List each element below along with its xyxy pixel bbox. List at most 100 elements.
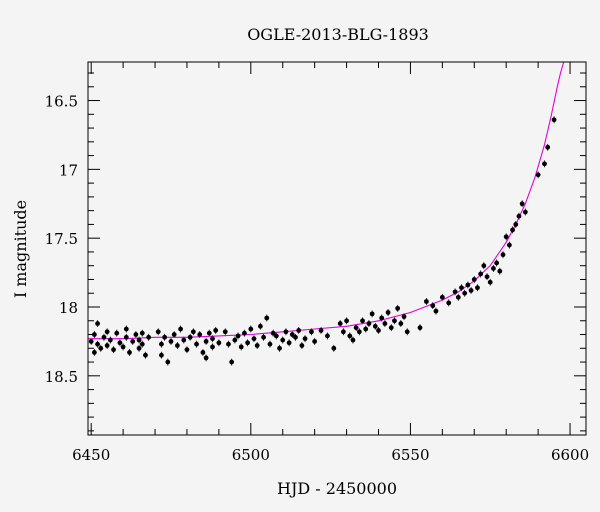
data-point	[309, 329, 314, 335]
data-point	[522, 209, 528, 215]
data-point	[484, 274, 490, 280]
data-point	[337, 321, 343, 326]
data-point	[210, 344, 215, 350]
data-point	[366, 321, 372, 326]
data-point	[165, 359, 171, 365]
data-point	[296, 327, 302, 333]
data-point	[206, 330, 212, 336]
data-point	[350, 337, 356, 343]
data-point	[146, 334, 152, 340]
data-point	[363, 326, 369, 332]
data-point	[159, 352, 164, 358]
data-point	[168, 339, 174, 344]
data-point	[235, 333, 241, 339]
y-tick-label: 17	[59, 161, 78, 179]
data-point	[229, 359, 235, 365]
data-point	[264, 315, 270, 321]
data-point	[503, 234, 509, 240]
data-point	[353, 325, 359, 331]
data-point	[254, 343, 260, 348]
data-point	[242, 330, 247, 336]
data-point	[481, 263, 487, 269]
data-point	[545, 144, 551, 150]
x-tick-label: 6600	[551, 446, 589, 464]
data-point	[95, 321, 100, 326]
data-point	[423, 299, 429, 304]
data-point	[91, 350, 97, 355]
data-point	[462, 290, 468, 296]
data-point	[194, 341, 199, 347]
data-point	[130, 339, 136, 344]
data-point	[318, 327, 324, 333]
data-point	[494, 260, 500, 266]
data-point	[101, 334, 107, 340]
data-point	[283, 329, 289, 335]
data-point	[111, 347, 116, 353]
data-point	[171, 332, 177, 337]
x-axis-label: HJD - 2450000	[277, 479, 397, 498]
data-point	[433, 308, 439, 314]
data-point	[325, 333, 330, 339]
data-point	[459, 285, 464, 291]
data-point	[551, 117, 557, 123]
data-point	[404, 329, 410, 335]
data-point	[500, 252, 506, 258]
data-point	[184, 347, 190, 353]
data-point	[190, 329, 196, 335]
data-point	[439, 294, 445, 300]
data-point	[267, 341, 273, 347]
data-point	[197, 332, 203, 337]
data-point	[417, 325, 423, 331]
data-point	[203, 339, 209, 344]
data-point	[379, 315, 385, 321]
data-point	[95, 341, 100, 347]
data-point	[200, 350, 206, 355]
data-point	[273, 333, 279, 339]
x-tick-label: 6500	[232, 446, 270, 464]
data-point	[136, 345, 142, 351]
data-point	[127, 350, 132, 355]
data-point	[277, 345, 282, 351]
data-point	[497, 268, 503, 274]
data-point	[181, 337, 187, 343]
data-point	[542, 161, 547, 167]
x-tick-label: 6550	[391, 446, 429, 464]
data-point	[312, 339, 318, 344]
data-point	[340, 329, 346, 335]
data-point	[506, 242, 512, 248]
data-point	[210, 336, 215, 342]
y-axis-label: I magnitude	[11, 200, 30, 298]
data-point	[245, 340, 251, 346]
y-tick-label: 16.5	[45, 93, 78, 111]
data-point	[331, 345, 337, 351]
data-point	[286, 340, 292, 346]
data-point	[213, 327, 219, 333]
data-point	[510, 227, 515, 233]
data-point	[139, 330, 145, 336]
tick-labels: 6450 6500 6550 6600 16.5 17 17.5 18 18.5	[45, 93, 590, 464]
data-point	[455, 294, 461, 300]
data-point	[88, 339, 94, 344]
data-point	[104, 329, 110, 335]
data-point	[270, 330, 276, 336]
data-point	[535, 172, 541, 178]
data-point	[91, 332, 97, 337]
y-tick-label: 17.5	[45, 230, 78, 248]
data-point	[261, 334, 266, 340]
data-point	[238, 344, 244, 350]
data-point	[513, 222, 519, 227]
data-point	[280, 337, 286, 343]
data-point	[143, 352, 148, 358]
data-point	[203, 355, 209, 361]
data-point	[120, 344, 126, 350]
data-point	[398, 321, 404, 326]
data-point	[360, 318, 365, 324]
data-point	[104, 343, 110, 348]
model-curve	[88, 61, 565, 340]
data-point	[155, 329, 161, 335]
y-tick-label: 18.5	[45, 368, 78, 386]
axis-ticks	[88, 62, 586, 435]
data-point	[187, 334, 193, 340]
data-point	[471, 277, 477, 282]
